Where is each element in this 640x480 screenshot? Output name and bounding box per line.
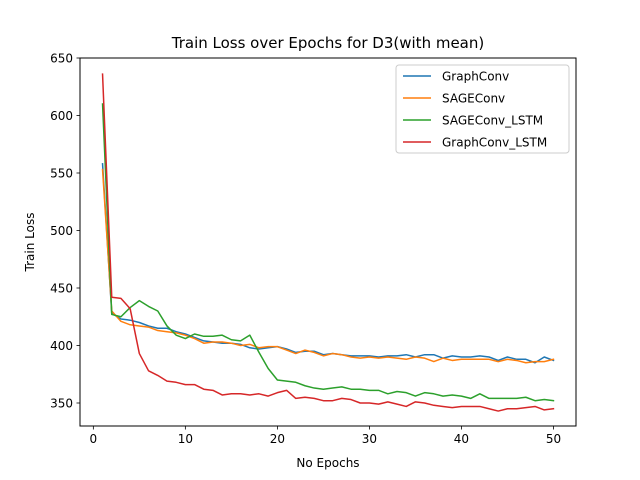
x-axis-label: No Epochs	[296, 456, 359, 470]
x-tick-label: 50	[546, 432, 561, 446]
series-layer	[101, 73, 555, 412]
legend-label: SAGEConv_LSTM	[442, 113, 543, 127]
legend: GraphConv SAGEConv SAGEConv_LSTM GraphConv_…	[395, 64, 570, 154]
series-line-sageconv	[101, 168, 555, 364]
x-tick-label: 0	[90, 432, 98, 446]
y-tick-label: 450	[50, 281, 73, 295]
x-tick-label: 10	[178, 432, 193, 446]
y-tick-label: 500	[50, 224, 73, 238]
y-tick-label: 350	[50, 396, 73, 410]
y-tick-label: 650	[50, 51, 73, 65]
legend-label: GraphConv_LSTM	[442, 135, 547, 149]
x-axis: 0 10 20 30 40 50	[90, 426, 561, 446]
x-tick-label: 40	[454, 432, 469, 446]
legend-label: GraphConv	[442, 69, 509, 83]
y-axis: 350 400 450 500 550 600 650	[50, 51, 80, 410]
x-tick-label: 30	[362, 432, 377, 446]
plot-frame	[79, 57, 577, 427]
x-tick-label: 20	[270, 432, 285, 446]
series-line-graphconv-lstm	[101, 73, 555, 412]
series-line-sageconv-lstm	[101, 103, 555, 402]
y-tick-label: 550	[50, 166, 73, 180]
y-axis-label: Train Loss	[23, 213, 37, 273]
legend-frame	[395, 64, 570, 154]
chart-title: Train Loss over Epochs for D3(with mean)	[171, 34, 484, 52]
y-tick-label: 400	[50, 339, 73, 353]
y-tick-label: 600	[50, 109, 73, 123]
legend-label: SAGEConv	[442, 91, 505, 105]
